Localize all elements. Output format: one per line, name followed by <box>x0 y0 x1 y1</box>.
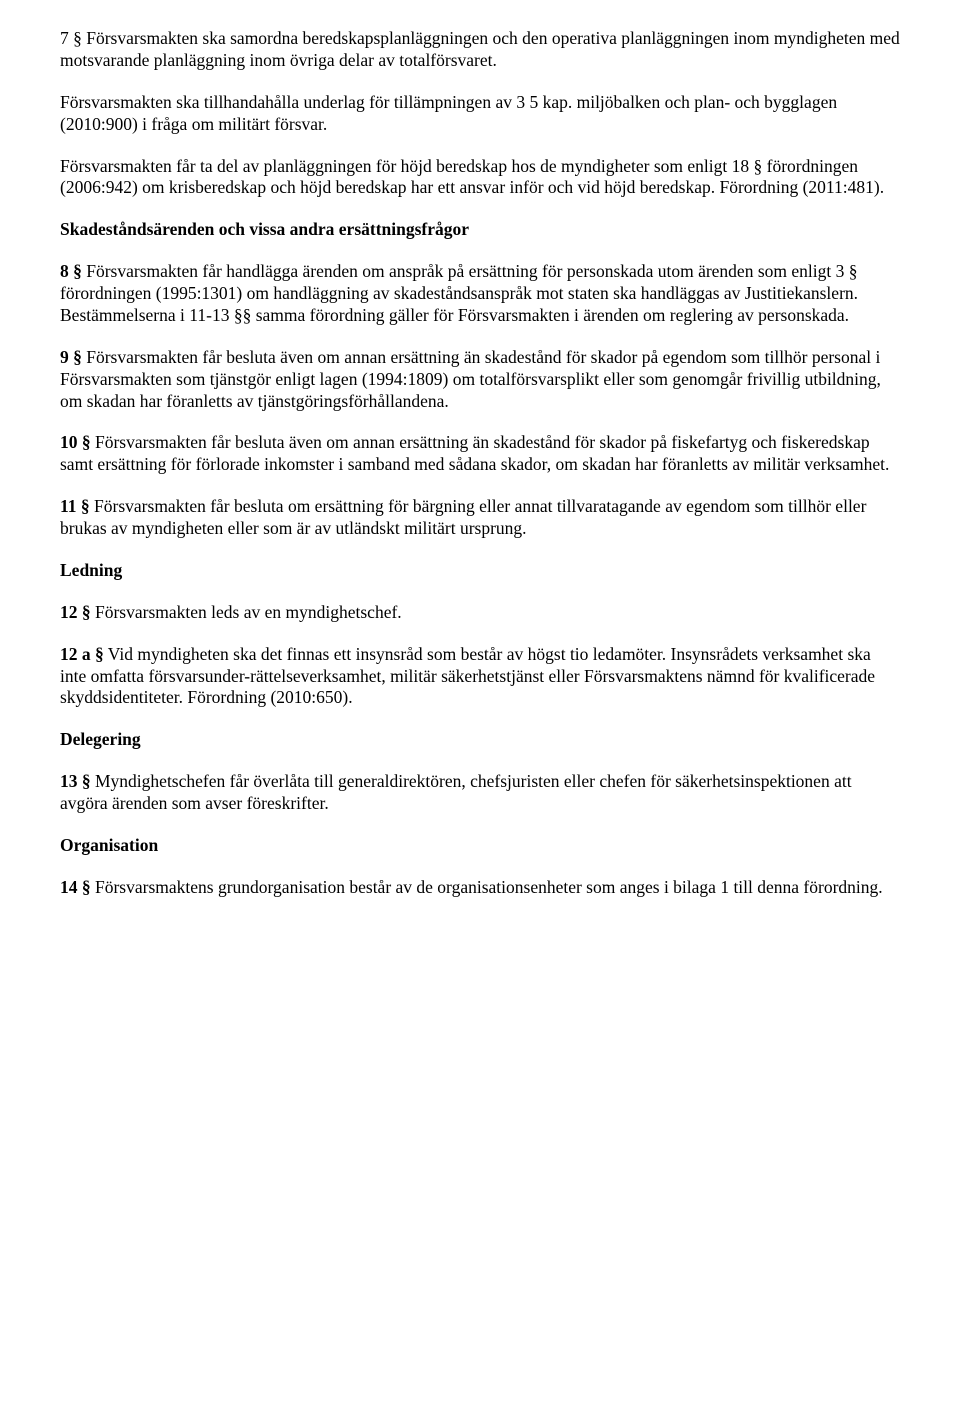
section-number-10: 10 § <box>60 432 91 452</box>
section-number-9: 9 § <box>60 347 82 367</box>
paragraph-7-3: Försvarsmakten får ta del av planläggnin… <box>60 156 900 200</box>
section-number-12a: 12 a § <box>60 644 104 664</box>
paragraph-7-1: 7 § Försvarsmakten ska samordna beredska… <box>60 28 900 72</box>
section-body-11: Försvarsmakten får besluta om ersättning… <box>60 496 866 538</box>
section-body-9: Försvarsmakten får besluta även om annan… <box>60 347 881 411</box>
paragraph-12: 12 § Försvarsmakten leds av en myndighet… <box>60 602 900 624</box>
section-body-8: Försvarsmakten får handlägga ärenden om … <box>60 261 858 325</box>
paragraph-11: 11 § Försvarsmakten får besluta om ersät… <box>60 496 900 540</box>
section-body-10: Försvarsmakten får besluta även om annan… <box>60 432 889 474</box>
section-body-12: Försvarsmakten leds av en myndighetschef… <box>91 602 402 622</box>
paragraph-13: 13 § Myndighetschefen får överlåta till … <box>60 771 900 815</box>
paragraph-9: 9 § Försvarsmakten får besluta även om a… <box>60 347 900 413</box>
paragraph-10: 10 § Försvarsmakten får besluta även om … <box>60 432 900 476</box>
section-number-12: 12 § <box>60 602 91 622</box>
section-body-14: Försvarsmaktens grundorganisation består… <box>91 877 883 897</box>
heading-ledning: Ledning <box>60 560 900 582</box>
section-number-14: 14 § <box>60 877 91 897</box>
paragraph-12a: 12 a § Vid myndigheten ska det finnas et… <box>60 644 900 710</box>
section-number-11: 11 § <box>60 496 90 516</box>
heading-skadestand: Skadeståndsärenden och vissa andra ersät… <box>60 219 900 241</box>
section-body-12a: Vid myndigheten ska det finnas ett insyn… <box>60 644 875 708</box>
paragraph-14: 14 § Försvarsmaktens grundorganisation b… <box>60 877 900 899</box>
paragraph-7-2: Försvarsmakten ska tillhandahålla underl… <box>60 92 900 136</box>
paragraph-8: 8 § Försvarsmakten får handlägga ärenden… <box>60 261 900 327</box>
heading-delegering: Delegering <box>60 729 900 751</box>
section-number-8: 8 § <box>60 261 82 281</box>
heading-organisation: Organisation <box>60 835 900 857</box>
section-body-13: Myndighetschefen får överlåta till gener… <box>60 771 852 813</box>
section-number-13: 13 § <box>60 771 91 791</box>
